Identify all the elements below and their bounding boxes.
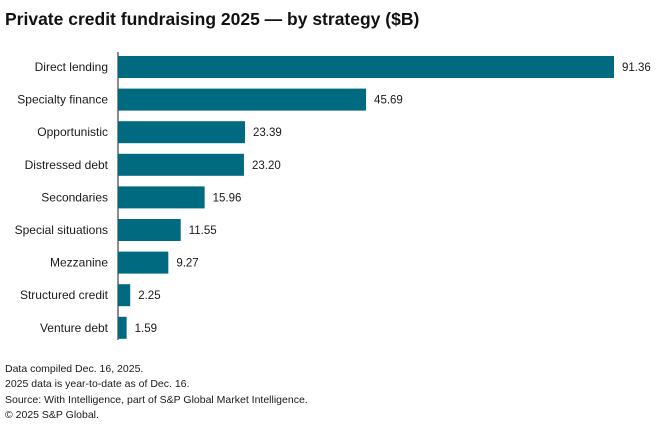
value-label-venture-debt: 1.59 — [135, 323, 157, 335]
value-label-structured-credit: 2.25 — [138, 290, 160, 302]
footnote-ytd: 2025 data is year-to-date as of Dec. 16. — [5, 378, 190, 391]
footnote-compiled: Data compiled Dec. 16, 2025. — [5, 363, 144, 375]
category-label-special-situations: Special situations — [15, 223, 108, 237]
chart-title: Private credit fundraising 2025 — by str… — [5, 9, 420, 29]
category-label-opportunistic: Opportunistic — [37, 125, 108, 139]
bar-specialty-finance — [118, 88, 367, 111]
value-label-special-situations: 11.55 — [189, 225, 217, 237]
bar-structured-credit — [118, 284, 131, 307]
category-label-mezzanine: Mezzanine — [50, 256, 108, 270]
value-label-specialty-finance: 45.69 — [374, 95, 403, 107]
value-label-mezzanine: 9.27 — [176, 258, 198, 270]
footnotes: Data compiled Dec. 16, 2025. 2025 data i… — [5, 362, 308, 423]
footnote-source: Source: With Intelligence, part of S&P G… — [5, 393, 308, 406]
category-label-secondaries: Secondaries — [41, 190, 108, 204]
bar-secondaries — [118, 186, 205, 209]
footnote-copyright: © 2025 S&P Global. — [5, 408, 99, 421]
bar-opportunistic — [118, 121, 245, 144]
bar-chart: Direct lending 91.36 Specialty finance 45.6… — [15, 52, 651, 340]
category-label-direct-lending: Direct lending — [35, 60, 108, 74]
bar-venture-debt — [118, 316, 127, 339]
value-label-direct-lending: 91.36 — [622, 62, 651, 74]
bar-direct-lending — [118, 56, 614, 78]
bar-mezzanine — [118, 251, 169, 274]
category-label-specialty-finance: Specialty finance — [17, 93, 108, 107]
value-label-secondaries: 15.96 — [213, 192, 242, 204]
bar-special-situations — [118, 219, 181, 241]
category-label-structured-credit: Structured credit — [20, 288, 109, 302]
category-label-distressed-debt: Distressed debt — [25, 158, 109, 172]
bar-group: Direct lending 91.36 Specialty finance 45.6… — [15, 56, 651, 339]
value-label-opportunistic: 23.39 — [253, 127, 282, 139]
bar-distressed-debt — [118, 153, 244, 176]
value-label-distressed-debt: 23.20 — [252, 160, 281, 172]
category-label-venture-debt: Venture debt — [40, 321, 109, 335]
